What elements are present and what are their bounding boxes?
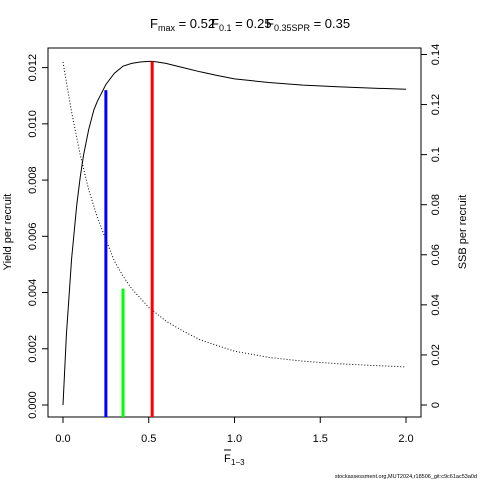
y-left-axis-tick-label: 0.000 — [27, 391, 39, 419]
y-left-axis-tick-label: 0.002 — [27, 335, 39, 363]
y-left-axis-tick-label: 0.004 — [27, 279, 39, 307]
y-right-axis-tick-label: 0.02 — [430, 344, 442, 365]
x-axis-label-subscript: 1−3 — [231, 458, 245, 467]
y-right-axis-tick-label: 0.08 — [430, 194, 442, 215]
y-axis-right-label: SSB per recruit — [457, 195, 469, 270]
axes-layer: 0.0 0.5 1.0 1.5 2.0 0.000 0.002 0.004 0.006 0.008… — [27, 44, 442, 445]
chart-title: Fmax = 0.52 F0.1 = 0.25 F0.35SPR = 0.35 — [150, 16, 350, 33]
y-right-axis-tick-label: 0.06 — [430, 244, 442, 265]
x-axis-tick-label: 1.0 — [227, 433, 242, 445]
x-axis-title: F 1−3 — [224, 449, 245, 467]
plot-frame — [47, 47, 422, 418]
y-right-axis-tick-label: 0.1 — [430, 147, 442, 162]
y-left-axis-tick-label: 0.012 — [27, 54, 39, 82]
x-axis-tick-label: 2.0 — [398, 433, 413, 445]
x-axis-label: F — [224, 453, 231, 465]
x-axis-tick-label: 0.0 — [55, 433, 70, 445]
y-left-axis-tick-label: 0.006 — [27, 223, 39, 251]
y-right-axis-tick-label: 0.04 — [430, 294, 442, 315]
plot-layer — [62, 60, 407, 417]
y-axis-left-label: Yield per recruit — [2, 194, 14, 271]
y-right-axis-tick-label: 0 — [430, 402, 442, 408]
y-right-axis-tick-label: 0.12 — [430, 94, 442, 115]
footer-credit: stockassessment.org,MUT2024,r18506_git:c… — [335, 474, 477, 480]
x-axis-tick-label: 1.5 — [313, 433, 328, 445]
y-left-axis-tick-label: 0.008 — [27, 166, 39, 194]
x-axis-tick-label: 0.5 — [141, 433, 156, 445]
title-f035spr: F0.35SPR = 0.35 — [266, 16, 350, 33]
title-f01: F0.1 = 0.25 — [211, 16, 272, 33]
y-left-axis-tick-label: 0.010 — [27, 110, 39, 138]
y-right-axis-tick-label: 0.14 — [430, 44, 442, 65]
title-fmax: Fmax = 0.52 — [150, 16, 215, 33]
yield-per-recruit-line — [62, 60, 407, 406]
ssb-per-recruit-line — [62, 61, 407, 368]
